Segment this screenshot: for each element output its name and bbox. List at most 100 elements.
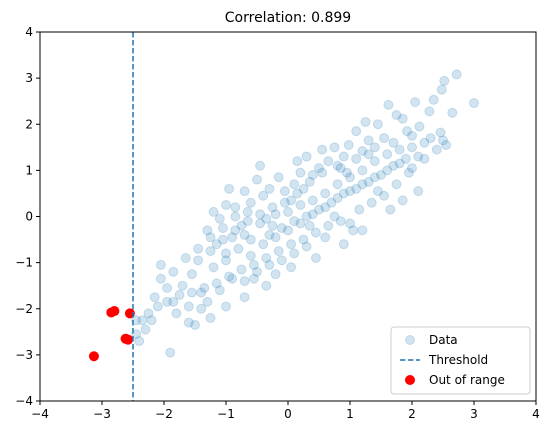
data-point [438, 135, 448, 146]
data-point [224, 271, 235, 282]
legend-swatch [405, 335, 415, 345]
data-point [338, 239, 349, 250]
data-point [221, 199, 231, 210]
data-point [202, 225, 213, 236]
data-point [196, 303, 207, 314]
data-point [326, 197, 337, 208]
data-point [413, 186, 424, 197]
data-point [394, 158, 405, 169]
x-tick-label: 2 [408, 407, 416, 421]
data-point [332, 160, 343, 171]
data-point [332, 179, 343, 190]
data-point [295, 199, 306, 210]
data-point [208, 206, 219, 217]
data-point [329, 142, 340, 153]
data-point [376, 169, 386, 180]
data-point [239, 276, 250, 287]
legend-label: Data [429, 333, 458, 347]
data-point [137, 315, 148, 326]
x-tick-label: 3 [470, 407, 478, 421]
data-point [183, 317, 194, 328]
data-point [270, 269, 281, 280]
data-point [320, 232, 331, 243]
y-tick-label: 2 [25, 117, 33, 131]
data-point [186, 287, 197, 298]
data-point [301, 211, 312, 222]
data-point [276, 223, 287, 234]
data-point [196, 287, 207, 298]
data-point [351, 153, 362, 164]
data-point [366, 197, 377, 208]
data-point [239, 292, 250, 303]
data-point [372, 186, 383, 197]
data-point [205, 232, 216, 243]
data-point [239, 229, 250, 240]
data-point [221, 255, 231, 266]
data-point [168, 296, 179, 307]
data-point [360, 116, 371, 127]
data-point [233, 243, 244, 254]
data-point [329, 211, 340, 222]
data-point [301, 151, 312, 162]
data-point [248, 273, 259, 284]
data-point [314, 204, 324, 215]
data-point [345, 172, 355, 183]
legend: Data Threshold Out of range [390, 326, 531, 395]
data-point [267, 220, 278, 231]
data-point [357, 146, 368, 157]
data-point [149, 292, 160, 303]
data-point [214, 213, 225, 224]
data-point [155, 259, 166, 270]
data-point [217, 223, 228, 234]
data-point [357, 179, 368, 190]
data-point [146, 315, 157, 326]
data-point [345, 218, 355, 229]
data-point [402, 126, 413, 137]
data-point [165, 347, 176, 358]
data-point [264, 259, 275, 270]
data-point [255, 160, 266, 171]
data-point [372, 119, 383, 130]
data-point [295, 167, 306, 178]
data-point [431, 144, 442, 155]
legend-label: Out of range [429, 373, 505, 387]
data-point [171, 308, 182, 319]
x-tick-label: 4 [532, 407, 540, 421]
data-point [388, 160, 399, 171]
data-point [407, 163, 417, 174]
data-point [320, 202, 331, 213]
data-point [273, 246, 284, 257]
data-point [270, 232, 281, 243]
legend-item-threshold: Threshold [400, 353, 488, 367]
data-point [258, 239, 269, 250]
legend-label: Threshold [428, 353, 488, 367]
data-point [174, 289, 185, 300]
data-point [388, 137, 399, 148]
series-data [131, 69, 479, 358]
data-point [168, 266, 179, 277]
data-point [407, 142, 417, 153]
data-point [230, 225, 241, 236]
data-point [140, 324, 151, 335]
data-point [335, 216, 346, 227]
data-point [283, 206, 293, 217]
data-point [211, 239, 222, 250]
data-point [369, 172, 380, 183]
data-point [239, 186, 250, 197]
data-point [270, 209, 281, 220]
y-tick-label: −3 [15, 348, 33, 362]
plot-area [88, 32, 479, 401]
data-point [252, 266, 262, 277]
legend-box [390, 326, 531, 395]
data-point [397, 113, 408, 124]
data-point [335, 163, 346, 174]
legend-swatch [405, 375, 415, 385]
data-point [397, 195, 408, 206]
axes: −4 −3 −2 −1 0 1 2 3 4 −4 −3 −2 −1 0 1 2 3 4 [15, 25, 540, 421]
data-point [258, 190, 269, 201]
data-point [267, 202, 278, 213]
x-tick-label: 1 [346, 407, 354, 421]
data-point [143, 308, 154, 319]
data-point [242, 216, 253, 227]
data-point [298, 183, 309, 194]
